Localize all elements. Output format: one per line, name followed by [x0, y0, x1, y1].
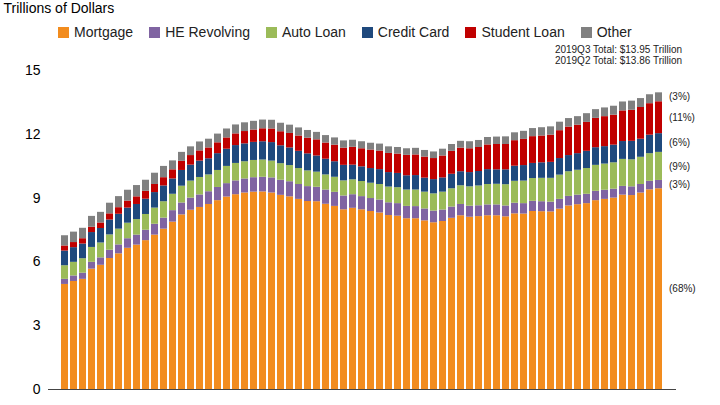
svg-text:(9%): (9%)	[669, 161, 690, 172]
svg-text:(68%): (68%)	[669, 283, 696, 294]
svg-text:3: 3	[33, 317, 41, 333]
html-text:Credit Card: Credit Card	[377, 24, 450, 40]
svg-text:(11%): (11%)	[669, 112, 695, 123]
svg-text:0: 0	[33, 381, 41, 397]
svg-text:15: 15	[25, 62, 41, 78]
html-text:2019Q2 Total: $13.86 Trillion: 2019Q2 Total: $13.86 Trillion	[554, 55, 682, 66]
svg-text:Trillions of Dollars: Trillions of Dollars	[4, 0, 115, 16]
html-text:HE Revolving: HE Revolving	[165, 24, 250, 40]
html-text:Auto Loan: Auto Loan	[282, 24, 346, 40]
svg-text:(3%): (3%)	[669, 91, 690, 102]
html-text:Student Loan: Student Loan	[481, 24, 565, 40]
svg-text:6: 6	[33, 253, 41, 269]
html-text:Other: Other	[596, 24, 632, 40]
html-text:2019Q3 Total: $13.95 Trillion: 2019Q3 Total: $13.95 Trillion	[554, 44, 682, 55]
html-text:Mortgage: Mortgage	[74, 24, 134, 40]
svg-text:9: 9	[33, 190, 41, 206]
svg-text:12: 12	[25, 126, 41, 142]
svg-text:(3%): (3%)	[669, 179, 690, 190]
svg-text:(6%): (6%)	[669, 137, 690, 148]
